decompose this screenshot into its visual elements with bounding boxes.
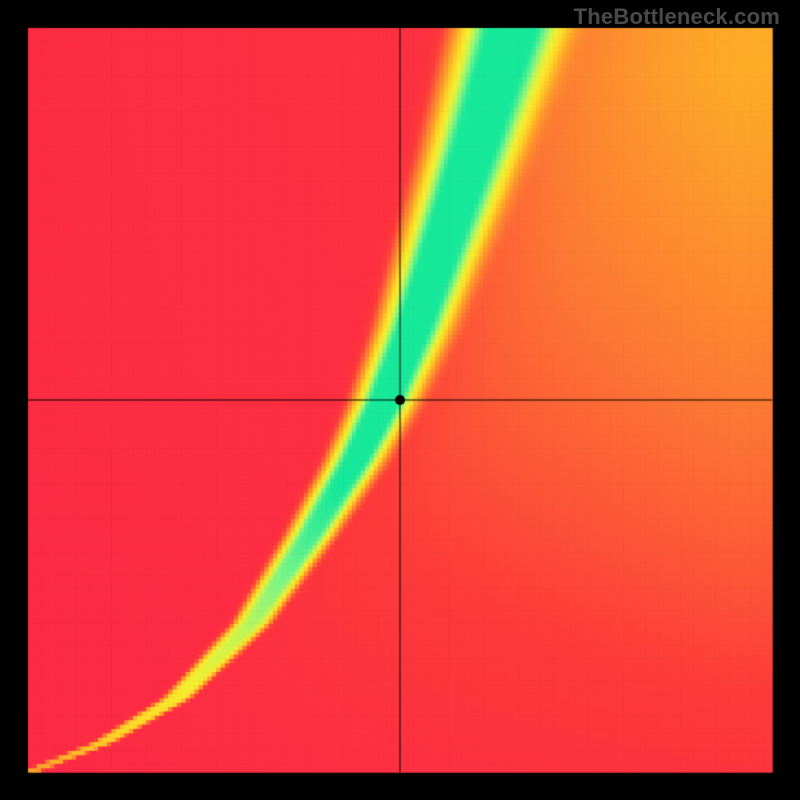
watermark-text: TheBottleneck.com	[574, 4, 780, 30]
heatmap-canvas	[0, 0, 800, 800]
